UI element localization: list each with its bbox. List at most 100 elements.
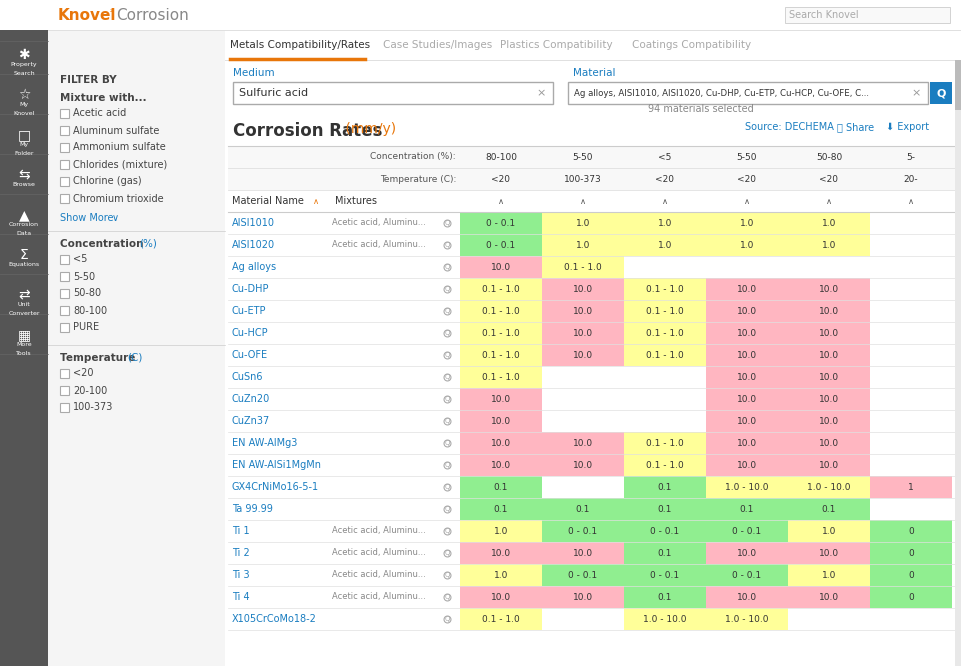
Text: 0.1 - 1.0: 0.1 - 1.0: [481, 372, 519, 382]
Text: Ti 4: Ti 4: [232, 592, 249, 602]
Bar: [787, 542, 869, 564]
Text: 0.1 - 1.0: 0.1 - 1.0: [481, 328, 519, 338]
Bar: [869, 608, 951, 630]
Text: Q: Q: [444, 220, 449, 226]
Text: Q: Q: [444, 308, 449, 314]
Text: <20: <20: [654, 174, 674, 184]
Text: 50-80: 50-80: [73, 288, 101, 298]
Text: Mixtures: Mixtures: [334, 196, 377, 206]
Text: 100-373: 100-373: [563, 174, 602, 184]
Text: Ag alloys, AISI1010, AISI1020, Cu-DHP, Cu-ETP, Cu-HCP, Cu-OFE, C...: Ag alloys, AISI1010, AISI1020, Cu-DHP, C…: [574, 89, 868, 97]
Text: 80-100: 80-100: [484, 153, 516, 161]
Text: ∧: ∧: [312, 196, 319, 206]
Text: Q: Q: [444, 550, 449, 556]
Bar: [459, 498, 541, 520]
Text: 0 - 0.1: 0 - 0.1: [650, 527, 678, 535]
Text: Acetic acid, Aluminu...: Acetic acid, Aluminu...: [332, 240, 426, 250]
Text: Material Name: Material Name: [232, 196, 304, 206]
Bar: [787, 476, 869, 498]
Bar: [624, 322, 705, 344]
Text: Acetic acid, Aluminu...: Acetic acid, Aluminu...: [332, 571, 426, 579]
Bar: [541, 212, 624, 234]
Bar: [459, 234, 541, 256]
Text: Tools: Tools: [16, 351, 32, 356]
Bar: [228, 476, 957, 498]
Bar: [60, 386, 69, 395]
Text: ∧: ∧: [907, 196, 913, 206]
Text: 80-100: 80-100: [73, 306, 107, 316]
Text: ⇄: ⇄: [18, 288, 30, 302]
Bar: [869, 344, 951, 366]
Bar: [705, 300, 787, 322]
Bar: [459, 608, 541, 630]
Bar: [869, 410, 951, 432]
Bar: [624, 234, 705, 256]
Bar: [954, 60, 961, 666]
Bar: [541, 498, 624, 520]
Bar: [60, 126, 69, 135]
Bar: [787, 454, 869, 476]
Text: 10.0: 10.0: [573, 593, 592, 601]
Text: Ti 3: Ti 3: [232, 570, 249, 580]
Text: ✱: ✱: [18, 48, 30, 62]
Text: 0: 0: [907, 527, 913, 535]
Text: 0 - 0.1: 0 - 0.1: [731, 571, 761, 579]
Text: 0.1 - 1.0: 0.1 - 1.0: [646, 438, 683, 448]
Text: 10.0: 10.0: [573, 438, 592, 448]
Bar: [869, 564, 951, 586]
Bar: [228, 344, 957, 366]
Text: 0: 0: [907, 593, 913, 601]
Text: 10.0: 10.0: [736, 438, 756, 448]
Text: ▦: ▦: [17, 328, 31, 342]
Text: Acetic acid, Aluminu...: Acetic acid, Aluminu...: [332, 549, 426, 557]
Bar: [225, 30, 961, 60]
Text: GX4CrNiMo16-5-1: GX4CrNiMo16-5-1: [232, 482, 319, 492]
Bar: [929, 82, 951, 104]
Text: 50-80: 50-80: [815, 153, 841, 161]
Bar: [624, 300, 705, 322]
Text: 10.0: 10.0: [490, 262, 510, 272]
Bar: [705, 234, 787, 256]
Bar: [541, 432, 624, 454]
Bar: [60, 272, 69, 281]
Bar: [787, 300, 869, 322]
Text: 10.0: 10.0: [818, 328, 838, 338]
Text: Cu-DHP: Cu-DHP: [232, 284, 269, 294]
Text: ∧: ∧: [661, 196, 667, 206]
Bar: [60, 143, 69, 152]
Bar: [869, 278, 951, 300]
Bar: [787, 564, 869, 586]
Text: 10.0: 10.0: [736, 306, 756, 316]
Text: Acetic acid: Acetic acid: [73, 109, 126, 119]
Text: ☆: ☆: [17, 88, 30, 102]
Bar: [228, 190, 957, 212]
Bar: [624, 520, 705, 542]
Bar: [787, 608, 869, 630]
Bar: [705, 454, 787, 476]
Bar: [225, 60, 961, 666]
Bar: [705, 388, 787, 410]
Bar: [624, 256, 705, 278]
Bar: [60, 194, 69, 203]
Bar: [228, 410, 957, 432]
Bar: [869, 256, 951, 278]
Text: Ti 2: Ti 2: [232, 548, 250, 558]
Bar: [624, 564, 705, 586]
Text: My: My: [19, 102, 29, 107]
Text: 10.0: 10.0: [818, 593, 838, 601]
Text: ∧: ∧: [579, 196, 585, 206]
Bar: [705, 498, 787, 520]
Text: Ammonium sulfate: Ammonium sulfate: [73, 143, 165, 153]
Text: 10.0: 10.0: [818, 372, 838, 382]
Bar: [624, 410, 705, 432]
Bar: [624, 432, 705, 454]
Text: More: More: [16, 342, 32, 347]
Bar: [228, 454, 957, 476]
Text: 20-100: 20-100: [73, 386, 107, 396]
Text: Knovel: Knovel: [58, 7, 116, 23]
Text: 10.0: 10.0: [736, 350, 756, 360]
Bar: [60, 403, 69, 412]
Text: FILTER BY: FILTER BY: [60, 75, 116, 85]
Bar: [869, 520, 951, 542]
Bar: [624, 454, 705, 476]
